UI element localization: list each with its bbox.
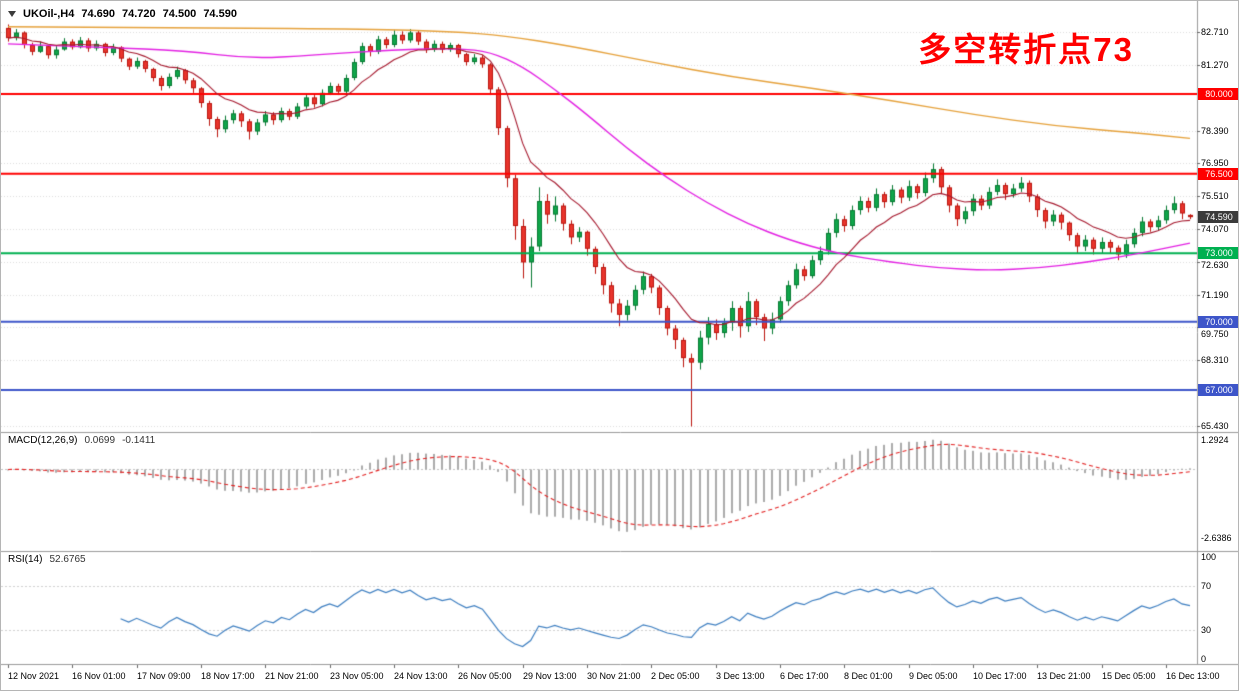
time-tick-label: 6 Dec 17:00 — [780, 671, 829, 681]
time-axis[interactable]: 12 Nov 2021 16 Nov 01:00 17 Nov 09:00 18 No… — [1, 664, 1238, 690]
time-tick-label: 12 Nov 2021 — [8, 671, 60, 681]
time-tick-label: 21 Nov 21:00 — [265, 671, 319, 681]
time-tick-label: 2 Dec 05:00 — [651, 671, 700, 681]
rsi-indicator-label: RSI(14) 52.6765 — [8, 554, 86, 565]
price-tick-label: 82.710 — [1201, 27, 1229, 38]
price-tick-label: 65.430 — [1201, 420, 1229, 431]
price-tick-label: 75.510 — [1201, 191, 1229, 202]
macd-name: MACD(12,26,9) — [8, 435, 78, 446]
symbol-timeframe-label: UKOil-,H4 — [23, 8, 75, 20]
price-tick-label: 71.190 — [1201, 289, 1229, 300]
price-level-badge: 80.000 — [1198, 87, 1238, 100]
price-tick-label: 76.950 — [1201, 158, 1229, 169]
chevron-down-icon[interactable] — [8, 11, 16, 17]
ohlc-open-value: 74.690 — [81, 8, 115, 20]
price-tick-label: 74.070 — [1201, 224, 1229, 235]
price-tick-label: 69.750 — [1201, 328, 1229, 339]
price-level-badge: 76.500 — [1198, 167, 1238, 180]
rsi-value: 52.6765 — [49, 554, 86, 565]
macd-axis-min-label: -2.6386 — [1201, 533, 1232, 544]
current-price-badge: 74.590 — [1198, 211, 1238, 224]
time-tick-label: 9 Dec 05:00 — [909, 671, 958, 681]
ohlc-low-value: 74.500 — [162, 8, 197, 20]
price-tick-label: 78.390 — [1201, 125, 1229, 136]
ohlc-high-value: 74.720 — [122, 8, 156, 20]
price-tick-label: 72.630 — [1201, 260, 1229, 271]
price-level-badge: 70.000 — [1198, 315, 1238, 328]
time-tick-label: 13 Dec 21:00 — [1037, 671, 1091, 681]
time-tick-label: 16 Nov 01:00 — [72, 671, 126, 681]
time-tick-label: 18 Nov 17:00 — [201, 671, 255, 681]
time-tick-label: 3 Dec 13:00 — [716, 671, 765, 681]
price-level-badge: 67.000 — [1198, 384, 1238, 396]
macd-axis-max-label: 1.2924 — [1201, 435, 1229, 445]
macd-main-value: 0.0699 — [84, 435, 116, 446]
time-tick-label: 24 Nov 13:00 — [394, 671, 448, 681]
annotation-text: 多空转折点73 — [918, 31, 1134, 68]
macd-indicator-label: MACD(12,26,9) 0.0699 -0.1411 — [8, 435, 155, 446]
rsi-tick-label: 70 — [1201, 581, 1212, 591]
price-tick-label: 68.310 — [1201, 355, 1229, 366]
time-tick-label: 16 Dec 13:00 — [1166, 671, 1220, 681]
price-level-badge: 73.000 — [1198, 247, 1238, 260]
price-axis[interactable]: 74.590 1.2924 -2.6386 82.710 81.270 78.390… — [1197, 1, 1238, 664]
time-tick-label: 26 Nov 05:00 — [458, 671, 512, 681]
time-tick-label: 29 Nov 13:00 — [523, 671, 577, 681]
time-tick-label: 8 Dec 01:00 — [844, 671, 893, 681]
time-tick-label: 17 Nov 09:00 — [137, 671, 191, 681]
chart-title: UKOil-,H4 74.690 74.720 74.500 74.590 — [8, 8, 237, 20]
time-tick-label: 15 Dec 05:00 — [1102, 671, 1156, 681]
price-tick-label: 81.270 — [1201, 60, 1229, 71]
time-tick-label: 10 Dec 17:00 — [973, 671, 1027, 681]
rsi-name: RSI(14) — [8, 554, 43, 565]
rsi-tick-label: 0 — [1201, 654, 1207, 664]
rsi-tick-label: 30 — [1201, 625, 1212, 635]
time-tick-label: 30 Nov 21:00 — [587, 671, 641, 681]
macd-signal-value: -0.1411 — [122, 435, 156, 446]
rsi-tick-label: 100 — [1201, 552, 1217, 562]
ohlc-close-value: 74.590 — [203, 8, 237, 20]
time-tick-label: 23 Nov 05:00 — [330, 671, 384, 681]
